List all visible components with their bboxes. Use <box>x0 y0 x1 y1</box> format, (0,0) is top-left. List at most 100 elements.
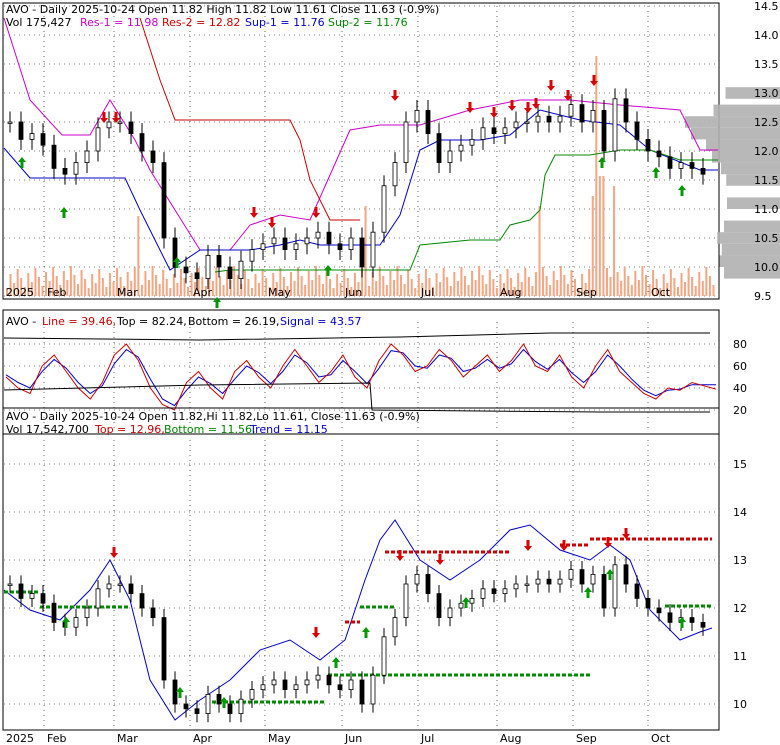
candle-body <box>524 121 530 124</box>
volume-bar <box>91 274 94 296</box>
volume-bar <box>424 269 427 296</box>
candle-body <box>293 243 299 251</box>
volume-bar <box>662 274 665 296</box>
volume-bar <box>94 283 97 296</box>
volume-bar <box>311 280 314 296</box>
sell-arrow <box>547 80 555 91</box>
price-y-tick: 10.5 <box>754 232 779 245</box>
candle-body <box>29 133 35 140</box>
volume-bar <box>361 268 363 296</box>
sell-arrow <box>564 90 572 101</box>
volume-bar <box>378 267 381 296</box>
volume-bar <box>655 279 658 296</box>
volume-bar <box>211 281 214 296</box>
volume-bar <box>45 272 48 296</box>
profile-bar <box>713 104 780 117</box>
volume-bar <box>343 269 346 296</box>
volume-bar <box>481 275 484 296</box>
candle-body <box>326 231 332 245</box>
volume-bar <box>268 287 271 296</box>
price-y-tick: 10.0 <box>754 261 779 274</box>
trend-candle-body <box>458 602 464 609</box>
candle-body <box>513 121 519 129</box>
volume-bar <box>282 277 285 296</box>
volume-bar <box>52 267 55 296</box>
volume-bar <box>137 216 140 296</box>
volume-bar <box>467 285 470 296</box>
candle-body <box>645 138 651 152</box>
candle-body <box>612 98 618 152</box>
price-x-label: Jul <box>420 286 434 299</box>
sell-arrow <box>524 540 532 551</box>
sup1-label: Sup-1 = 11.76 <box>245 16 325 29</box>
trend-y-tick: 13 <box>733 554 747 567</box>
sell-arrow <box>312 207 320 218</box>
candle-body <box>480 127 486 140</box>
candle-body <box>161 162 167 239</box>
volume-bar <box>151 266 154 296</box>
volume-bar <box>623 267 626 296</box>
trend-candle-body <box>656 607 662 614</box>
price-y-tick: 11.0 <box>754 203 779 216</box>
volume-bar <box>403 284 406 296</box>
volume-bar <box>446 277 449 296</box>
volume-bar <box>478 266 481 296</box>
price-x-label: Mar <box>117 286 138 299</box>
volume-bar <box>226 271 229 296</box>
trend-candle-body <box>480 588 486 599</box>
volume-bar <box>190 273 193 296</box>
volume-bar <box>116 268 119 296</box>
buy-arrow <box>176 687 184 698</box>
volume-bar <box>613 186 616 296</box>
candle-body <box>392 162 398 187</box>
buy-arrow <box>332 657 340 668</box>
sell-arrow <box>436 554 444 565</box>
trend-candle-body <box>84 607 90 618</box>
candle-body <box>579 104 585 123</box>
volume-bar <box>108 273 111 296</box>
volume-bar <box>321 284 324 296</box>
volume-bar <box>485 284 488 296</box>
volume-bar <box>513 287 516 296</box>
volume-bar <box>55 276 58 296</box>
candle-body <box>502 127 508 135</box>
volume-bar <box>673 278 676 296</box>
volume-bar <box>463 276 466 296</box>
volume-bar <box>545 276 548 296</box>
volume-bar <box>265 278 268 296</box>
candle-body <box>359 237 365 268</box>
trend-candle-body <box>612 564 618 609</box>
volume-bar <box>201 277 204 296</box>
volume-bar <box>172 274 175 296</box>
volume-bar <box>563 275 566 296</box>
trend-candle-body <box>392 617 398 638</box>
trend-candle-body <box>546 578 552 585</box>
trend-candle-body <box>634 583 640 599</box>
trend-candle-body <box>348 679 354 690</box>
trend-candle-body <box>403 583 409 618</box>
volume-bar <box>439 282 442 296</box>
volume-bar <box>531 286 534 296</box>
candle-body <box>689 162 695 169</box>
profile-bar <box>706 139 780 151</box>
trend-header-vol: Vol 17,542,700 <box>6 423 89 436</box>
trend-candle-body <box>40 593 46 604</box>
volume-bar <box>364 206 367 296</box>
sell-arrow <box>466 102 474 113</box>
volume-bar <box>208 272 211 296</box>
price-header-vol: Vol 175,427 <box>6 16 71 29</box>
candle-body <box>557 115 563 123</box>
stoch-top-label: Top = 82.24, <box>116 315 187 328</box>
trend-candle-body <box>51 602 57 623</box>
volume-bar <box>187 287 190 296</box>
candle-body <box>458 144 464 152</box>
volume-bar <box>375 281 378 296</box>
candle-body <box>634 121 640 140</box>
sell-arrow <box>100 112 108 123</box>
trend-top-label: Top = 12.96, <box>94 423 165 436</box>
trend-candle-body <box>205 694 211 715</box>
volume-bar <box>570 270 573 296</box>
candle-body <box>62 167 68 175</box>
volume-bar <box>396 266 399 296</box>
